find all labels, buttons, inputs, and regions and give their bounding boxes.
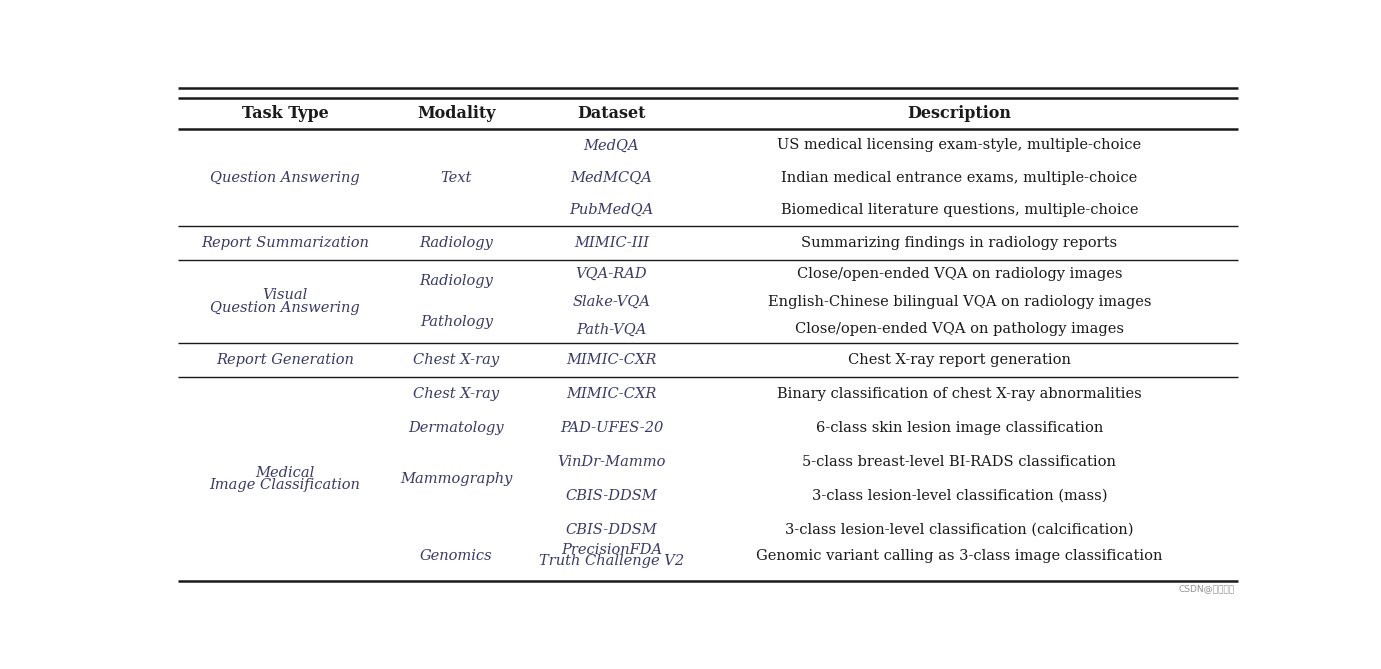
Text: Visual: Visual xyxy=(262,288,308,302)
Text: 5-class breast-level BI-RADS classification: 5-class breast-level BI-RADS classificat… xyxy=(802,455,1116,469)
Text: Biomedical literature questions, multiple-choice: Biomedical literature questions, multipl… xyxy=(780,203,1138,217)
Text: Text: Text xyxy=(441,171,472,185)
Text: CSDN@神符编码: CSDN@神符编码 xyxy=(1178,584,1235,593)
Text: 3-class lesion-level classification (mass): 3-class lesion-level classification (mas… xyxy=(812,489,1108,503)
Text: Close/open-ended VQA on radiology images: Close/open-ended VQA on radiology images xyxy=(797,267,1121,281)
Text: VQA-RAD: VQA-RAD xyxy=(576,267,648,281)
Text: Chest X-ray: Chest X-ray xyxy=(413,387,500,401)
Text: Dataset: Dataset xyxy=(577,105,646,122)
Text: Modality: Modality xyxy=(417,105,496,122)
Text: US medical licensing exam-style, multiple-choice: US medical licensing exam-style, multipl… xyxy=(778,138,1141,153)
Text: Genomics: Genomics xyxy=(420,549,493,563)
Text: MIMIC-III: MIMIC-III xyxy=(574,235,649,250)
Text: MIMIC-CXR: MIMIC-CXR xyxy=(566,387,656,401)
Text: Image Classification: Image Classification xyxy=(210,478,360,492)
Text: Path-VQA: Path-VQA xyxy=(576,322,646,337)
Text: Pathology: Pathology xyxy=(420,316,493,329)
Text: Truth Challenge V2: Truth Challenge V2 xyxy=(539,554,684,568)
Text: 3-class lesion-level classification (calcification): 3-class lesion-level classification (cal… xyxy=(784,523,1134,537)
Text: CBIS-DDSM: CBIS-DDSM xyxy=(566,523,657,537)
Text: Report Summarization: Report Summarization xyxy=(202,235,369,250)
Text: MIMIC-CXR: MIMIC-CXR xyxy=(566,353,656,367)
Text: Question Answering: Question Answering xyxy=(210,171,360,185)
Text: PubMedQA: PubMedQA xyxy=(569,203,653,217)
Text: Task Type: Task Type xyxy=(242,105,329,122)
Text: PrecisionFDA: PrecisionFDA xyxy=(561,543,661,557)
Text: English-Chinese bilingual VQA on radiology images: English-Chinese bilingual VQA on radiolo… xyxy=(768,294,1150,308)
Text: Dermatology: Dermatology xyxy=(409,421,504,436)
Text: Description: Description xyxy=(907,105,1011,122)
Text: 6-class skin lesion image classification: 6-class skin lesion image classification xyxy=(816,421,1103,436)
Text: Mammography: Mammography xyxy=(400,472,512,486)
Text: Genomic variant calling as 3-class image classification: Genomic variant calling as 3-class image… xyxy=(755,549,1163,563)
Text: CBIS-DDSM: CBIS-DDSM xyxy=(566,489,657,503)
Text: Chest X-ray report generation: Chest X-ray report generation xyxy=(848,353,1070,367)
Text: Report Generation: Report Generation xyxy=(215,353,354,367)
Text: Radiology: Radiology xyxy=(420,274,493,288)
Text: VinDr-Mammo: VinDr-Mammo xyxy=(558,455,666,469)
Text: Radiology: Radiology xyxy=(420,235,493,250)
Text: MedMCQA: MedMCQA xyxy=(570,171,652,185)
Text: Summarizing findings in radiology reports: Summarizing findings in radiology report… xyxy=(801,235,1117,250)
Text: Indian medical entrance exams, multiple-choice: Indian medical entrance exams, multiple-… xyxy=(782,171,1138,185)
Text: MedQA: MedQA xyxy=(584,138,639,153)
Text: Close/open-ended VQA on pathology images: Close/open-ended VQA on pathology images xyxy=(795,322,1124,337)
Text: Chest X-ray: Chest X-ray xyxy=(413,353,500,367)
Text: PAD-UFES-20: PAD-UFES-20 xyxy=(559,421,663,436)
Text: Question Answering: Question Answering xyxy=(210,301,360,315)
Text: Slake-VQA: Slake-VQA xyxy=(573,294,650,308)
Text: Medical: Medical xyxy=(255,466,315,480)
Text: Binary classification of chest X-ray abnormalities: Binary classification of chest X-ray abn… xyxy=(778,387,1142,401)
